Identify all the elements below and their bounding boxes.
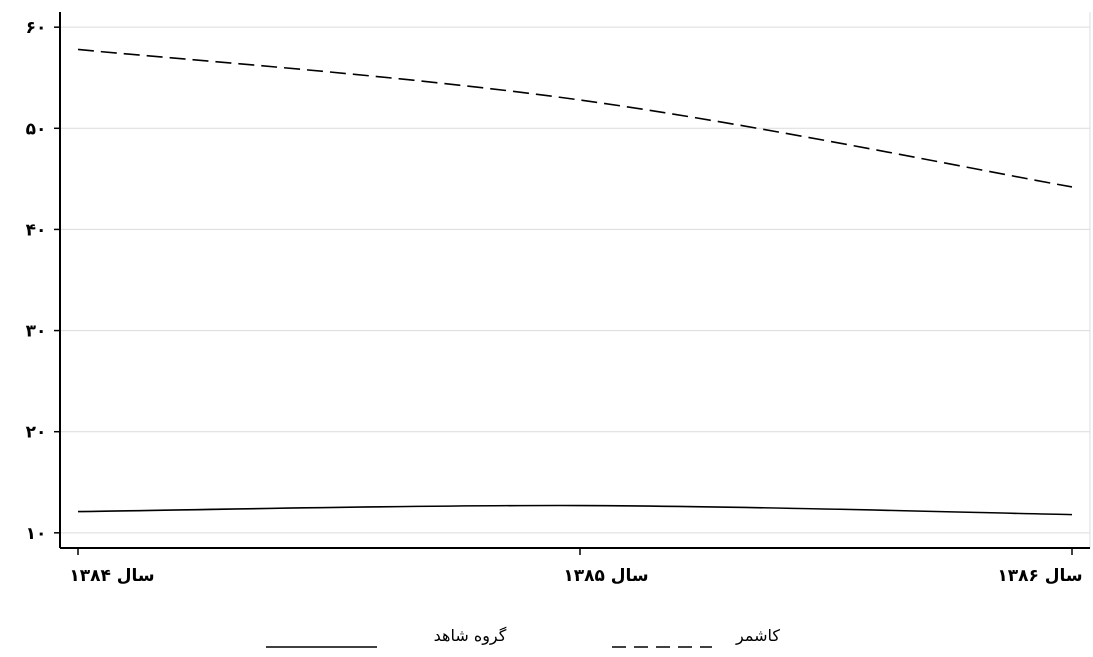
series-line-kashmar [78,49,1072,187]
series-lines [78,49,1072,514]
y-tick-label: ۱۰ [26,524,47,544]
legend-label-control-group: گروه شاهد [434,626,507,646]
y-tick-label: ۴۰ [26,220,47,240]
y-ticks: ۱۰ ۲۰ ۳۰ ۴۰ ۵۰ ۶۰ [26,18,60,544]
x-tick-label: سال ۱۳۸۴ [69,566,154,586]
y-tick-label: ۳۰ [26,322,47,342]
axes [60,12,1090,548]
y-tick-label: ۲۰ [26,423,47,443]
legend-label-kashmar: کاشمر [735,626,780,646]
y-tick-label: ۶۰ [26,18,47,38]
series-line-control-group [78,505,1072,514]
x-tick-label: سال ۱۳۸۶ [997,566,1082,586]
x-ticks: سال ۱۳۸۴ سال ۱۳۸۵ سال ۱۳۸۶ [69,548,1082,586]
x-tick-label: سال ۱۳۸۵ [563,566,648,586]
y-tick-label: ۵۰ [26,119,47,139]
legend: گروه شاهد کاشمر [266,626,780,647]
gridlines [61,12,1090,548]
